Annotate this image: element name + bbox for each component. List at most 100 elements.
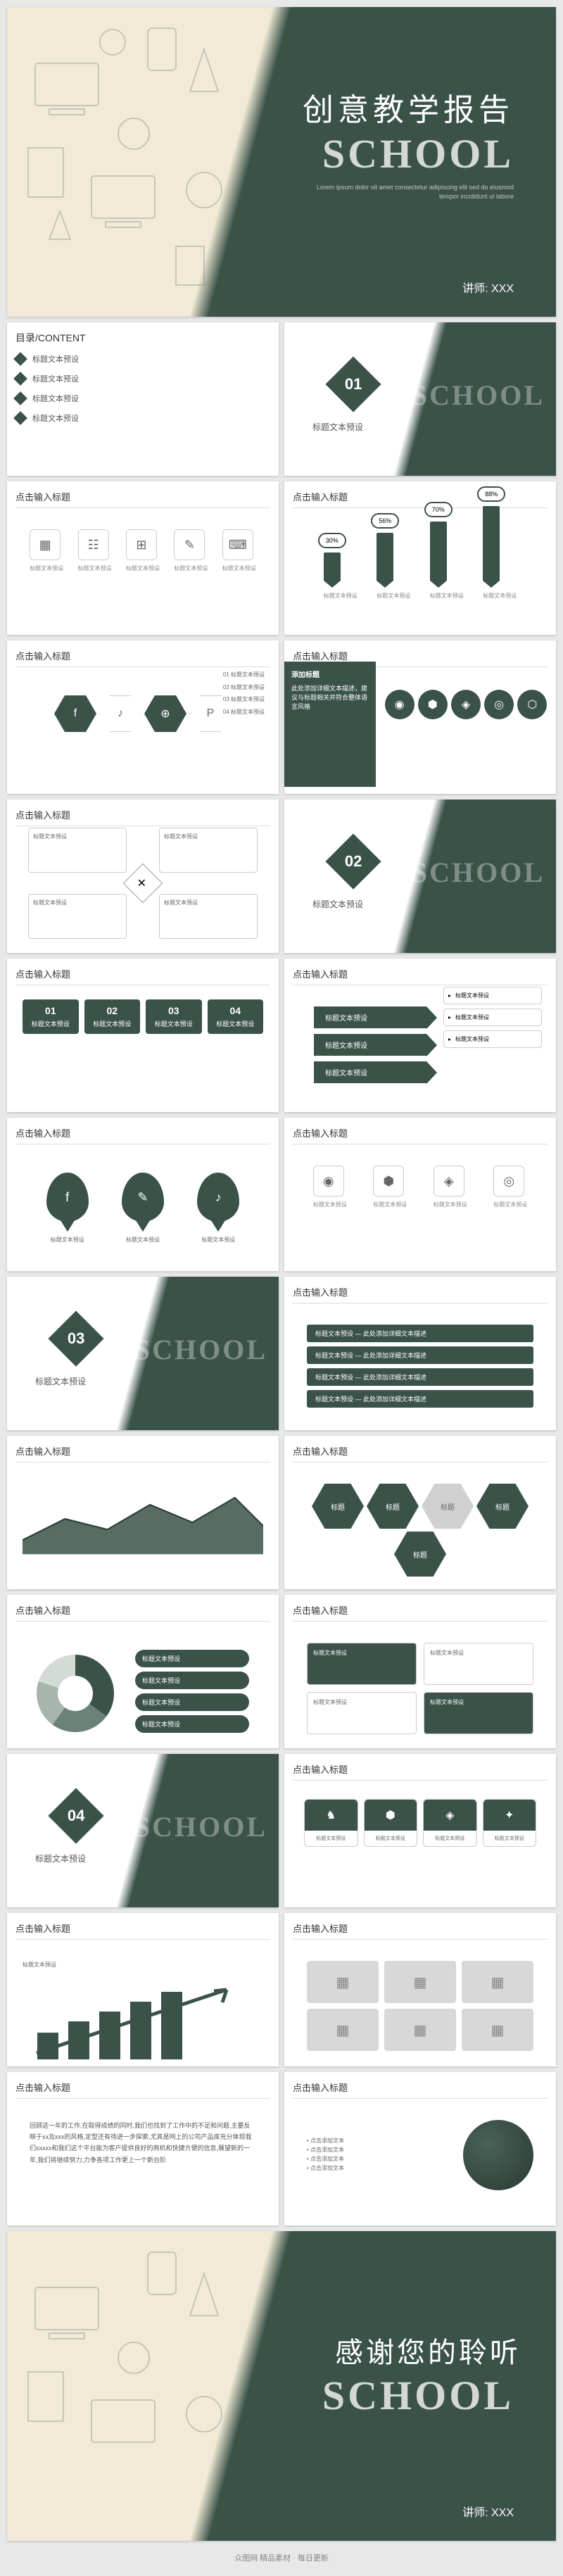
slide-title: 点击输入标题 <box>293 1444 548 1463</box>
icons5-slide: 点击输入标题 ▦标题文本预设☷标题文本预设⊞标题文本预设✎标题文本预设⌨标题文本… <box>7 481 279 635</box>
quad-item: 标题文本预设 <box>159 828 258 873</box>
circle-icon: ◉ <box>385 690 415 719</box>
card-label: 标题文本预设 <box>365 1831 417 1846</box>
hex-tile: 标题 <box>422 1484 474 1529</box>
globe-text-item: • 点击添加文本 <box>307 2164 449 2173</box>
tag-item: 02标题文本预设 <box>84 999 141 1034</box>
toc-diamond-icon <box>13 391 27 405</box>
thanks-teacher: 讲师: XXX <box>462 2503 514 2520</box>
section-school: SCHOOL <box>134 1333 267 1366</box>
mixed-slide: 点击输入标题 标题文本预设标题文本预设标题文本预设标题文本预设 <box>284 1595 556 1748</box>
quad-item: 标题文本预设 <box>28 894 127 939</box>
pencil-percent: 56% <box>371 513 399 529</box>
card-icon: ♞ <box>305 1800 358 1831</box>
pencil-bar: 88% <box>483 506 500 581</box>
section-02: 02 标题文本预设 SCHOOL <box>284 800 556 953</box>
icon-label: 标题文本预设 <box>30 564 63 572</box>
pencil-label: 标题文本预设 <box>483 592 517 600</box>
feature-icon: ☷ <box>78 529 109 560</box>
pencil-bar: 30% <box>324 553 341 581</box>
tags-slide: 点击输入标题 01标题文本预设02标题文本预设03标题文本预设04标题文本预设 <box>7 959 279 1112</box>
pin-label: 标题文本预设 <box>197 1236 239 1244</box>
slide-title: 点击输入标题 <box>293 1126 548 1144</box>
doodle-art <box>7 7 260 317</box>
stack-bar: 标题文本预设 <box>135 1650 249 1667</box>
cal-item: ▸标题文本预设 <box>443 1009 542 1026</box>
feature-icon: ✎ <box>174 529 205 560</box>
chevron-item: 标题文本预设 <box>314 1034 426 1056</box>
pin-label: 标题文本预设 <box>46 1236 89 1244</box>
pencil-label: 标题文本预设 <box>324 592 358 600</box>
card-icon: ◈ <box>424 1800 476 1831</box>
tag-item: 03标题文本预设 <box>146 999 202 1034</box>
section-label: 标题文本预设 <box>312 898 363 910</box>
slide-title: 点击输入标题 <box>15 649 270 667</box>
slide-title: 点击输入标题 <box>15 808 270 826</box>
circle-icon: ◈ <box>451 690 481 719</box>
mix-box: 标题文本预设 <box>424 1643 533 1685</box>
circle-icon: ◎ <box>484 690 514 719</box>
hero-subtitle: Lorem ipsum dolor sit amet consectetur a… <box>303 183 514 201</box>
slide-title: 点击输入标题 <box>293 1762 548 1781</box>
longbars-slide: 点击输入标题 标题文本预设 — 此处添加详细文本描述标题文本预设 — 此处添加详… <box>284 1277 556 1430</box>
hex-node: ⊕ <box>144 695 186 732</box>
darkpanel-slide: 点击输入标题 添加标题 此处添加详细文本描述，建议与标题相关并符合整体语言风格 … <box>284 640 556 794</box>
flow-label: 03 标题文本预设 <box>223 693 265 706</box>
quad-slide: 点击输入标题 标题文本预设 标题文本预设 标题文本预设 标题文本预设 ✕ <box>7 800 279 953</box>
pencil-label: 标题文本预设 <box>377 592 410 600</box>
section-01: 01 标题文本预设 SCHOOL <box>284 322 556 476</box>
imggrid-slide: 点击输入标题 ▦ ▦ ▦ ▦ ▦ ▦ <box>284 1913 556 2066</box>
icon-label: 标题文本预设 <box>373 1201 407 1208</box>
icons4-slide: 点击输入标题 ◉标题文本预设⬢标题文本预设◈标题文本预设◎标题文本预设 <box>284 1118 556 1271</box>
feature-icon: ⊞ <box>126 529 157 560</box>
thanks-title: 感谢您的聆听 <box>335 2330 521 2370</box>
growth-slide: 点击输入标题 标题文本预设 <box>7 1913 279 2066</box>
image-placeholder: ▦ <box>307 1961 379 2003</box>
feature-icon: ▦ <box>30 529 61 560</box>
toc-item: 标题文本预设 <box>32 353 79 365</box>
pencil-label: 标题文本预设 <box>430 592 464 600</box>
cards-slide: 点击输入标题 ♞标题文本预设⬢标题文本预设◈标题文本预设✦标题文本预设 <box>284 1754 556 1907</box>
pencil-bar: 56% <box>377 533 393 581</box>
flow-label: 04 标题文本预设 <box>223 706 265 719</box>
pin-icon: ♪ <box>197 1173 239 1222</box>
pin-icon: ✎ <box>122 1173 164 1222</box>
hero-teacher: 讲师: XXX <box>462 279 514 296</box>
tag-item: 01标题文本预设 <box>23 999 79 1034</box>
long-bar: 标题文本预设 — 此处添加详细文本描述 <box>307 1368 533 1386</box>
section-03: 03 标题文本预设 SCHOOL <box>7 1277 279 1430</box>
icon-label: 标题文本预设 <box>78 564 112 572</box>
area-chart-slide: 点击输入标题 <box>7 1436 279 1589</box>
section-number-badge: 04 <box>48 1788 103 1843</box>
hex-tile: 标题 <box>476 1484 529 1529</box>
icon-label: 标题文本预设 <box>313 1201 347 1208</box>
chevron-item: 标题文本预设 <box>314 1006 426 1028</box>
feature-icon: ◈ <box>434 1166 464 1197</box>
pencil-chart-slide: 点击输入标题 30%标题文本预设56%标题文本预设70%标题文本预设88%标题文… <box>284 481 556 635</box>
quad-center-icon: ✕ <box>123 864 163 904</box>
slide-title: 点击输入标题 <box>15 1126 270 1144</box>
image-placeholder: ▦ <box>384 2009 456 2051</box>
image-placeholder: ▦ <box>384 1961 456 2003</box>
donut-slide: 点击输入标题 标题文本预设标题文本预设标题文本预设标题文本预设 <box>7 1595 279 1748</box>
card-icon: ⬢ <box>365 1800 417 1831</box>
hero-school: SCHOOL <box>322 130 514 177</box>
thanks-slide: 感谢您的聆听 SCHOOL 讲师: XXX <box>7 2231 556 2541</box>
cal-item: ▸标题文本预设 <box>443 1030 542 1048</box>
globe-text-item: • 点击添加文本 <box>307 2146 449 2155</box>
icon-label: 标题文本预设 <box>222 564 256 572</box>
section-label: 标题文本预设 <box>35 1375 86 1387</box>
image-placeholder: ▦ <box>462 1961 533 2003</box>
feature-icon: ⌨ <box>222 529 253 560</box>
stack-bar: 标题文本预设 <box>135 1672 249 1689</box>
card-label: 标题文本预设 <box>424 1831 476 1846</box>
pins-slide: 点击输入标题 f标题文本预设✎标题文本预设♪标题文本预设 <box>7 1118 279 1271</box>
toc-item: 标题文本预设 <box>32 412 79 424</box>
slide-title: 点击输入标题 <box>15 490 270 508</box>
globe-text-item: • 点击添加文本 <box>307 2155 449 2164</box>
card: ✦标题文本预设 <box>483 1799 537 1847</box>
long-bar: 标题文本预设 — 此处添加详细文本描述 <box>307 1390 533 1408</box>
slide-title: 点击输入标题 <box>15 1921 270 1940</box>
icon-label: 标题文本预设 <box>434 1201 467 1208</box>
toc-diamond-icon <box>13 372 27 386</box>
